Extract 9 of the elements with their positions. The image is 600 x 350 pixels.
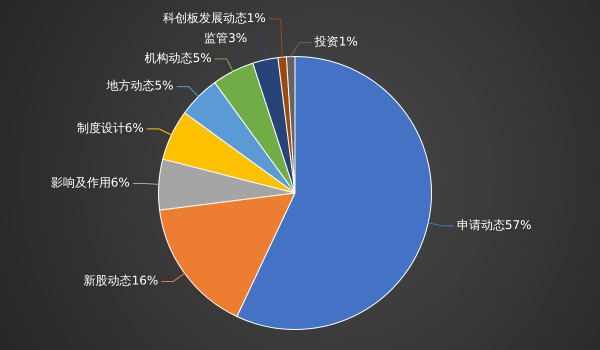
slice-label: 机构动态5%: [144, 51, 212, 66]
slice-label: 投资1%: [314, 34, 358, 49]
slice-label: 新股动态16%: [84, 274, 158, 288]
slice-label: 科创板发展动态1%: [162, 11, 266, 26]
slice-label: 申请动态57%: [456, 218, 532, 232]
slice-label: 地方动态5%: [106, 78, 174, 93]
slice-label: 监管3%: [204, 31, 248, 46]
slice-label: 影响及作用6%: [50, 176, 130, 190]
slice-label: 制度设计6%: [76, 121, 144, 136]
